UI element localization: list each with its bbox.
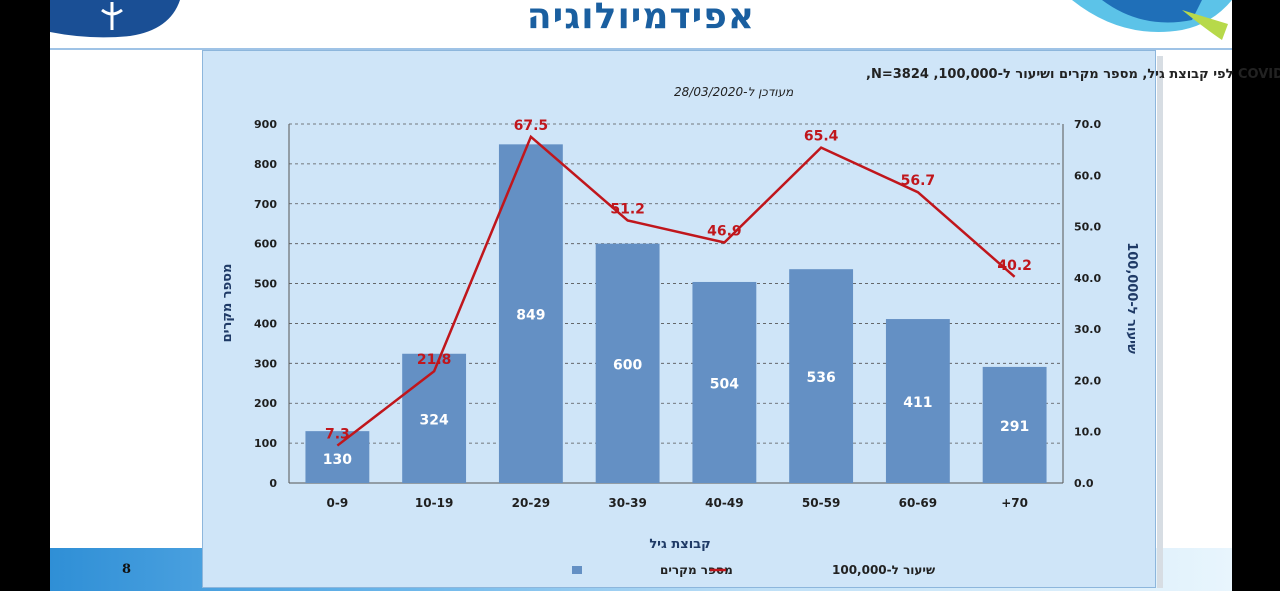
- x-tick-label: 50-59: [802, 496, 840, 510]
- y2-tick-label: 20.0: [1074, 374, 1101, 387]
- legend-line-label: שיעור ל-100,000: [832, 563, 935, 577]
- x-tick-label: 20-29: [512, 496, 550, 510]
- line-series: [336, 134, 1016, 447]
- bar-value-label: 291: [1000, 419, 1029, 435]
- y-tick-label: 100: [254, 437, 277, 450]
- y-tick-label: 400: [254, 317, 277, 330]
- bar-value-label: 504: [710, 376, 739, 392]
- chart-panel: [202, 50, 1156, 588]
- bar: [402, 353, 467, 483]
- y2-tick-label: 30.0: [1074, 323, 1101, 336]
- chart-title: חולים מאומתים ב-COVID-19 לפי קבוצת גיל, …: [866, 67, 1280, 82]
- x-tick-label: 60-69: [899, 496, 937, 510]
- line-value-label: 7.3: [325, 427, 350, 443]
- line-value-label: 40.2: [997, 258, 1032, 274]
- chart-subtitle: מעודכן ל-28/03/2020: [674, 85, 794, 99]
- decorative-swoosh-icon: [1072, 0, 1232, 40]
- bar-value-label: 536: [807, 370, 836, 386]
- y2-tick-label: 0.0: [1074, 477, 1094, 490]
- bar-value-label: 411: [903, 395, 932, 411]
- y-tick-label: 200: [254, 397, 277, 410]
- legend-bar-swatch: [572, 566, 582, 574]
- y-tick-label: 600: [254, 238, 277, 251]
- bar: [692, 281, 757, 483]
- line-value-label: 67.5: [514, 118, 549, 134]
- y-tick-label: 0: [269, 477, 277, 490]
- y-tick-label: 500: [254, 278, 277, 291]
- page-number: 8: [122, 562, 132, 577]
- x-tick-label: 0-9: [327, 496, 349, 510]
- bar-value-label: 600: [613, 357, 642, 373]
- y2-axis-label: שיעור ל-100,000: [1124, 242, 1139, 354]
- line-value-label: 21.8: [417, 352, 452, 368]
- bar: [305, 431, 370, 483]
- bar-labels: 130 324 849 600 504 536 411 291: [323, 308, 1029, 468]
- bar-value-label: 849: [516, 308, 545, 324]
- line-value-label: 65.4: [804, 129, 839, 145]
- y-tick-label: 300: [254, 357, 277, 370]
- bar: [498, 144, 563, 484]
- legend: מספר מקרים שיעור ל-100,000: [572, 563, 935, 577]
- bar-value-label: 324: [420, 412, 449, 428]
- y2-tick-label: 60.0: [1074, 169, 1101, 182]
- y2-tick-label: 40.0: [1074, 272, 1101, 285]
- bar: [789, 269, 854, 483]
- y-axis-label: מספר מקרים: [220, 264, 235, 343]
- bar-series: [305, 144, 1047, 484]
- line-value-label: 56.7: [901, 173, 936, 189]
- x-tick-label: 40-49: [705, 496, 743, 510]
- legend-bar-label: מספר מקרים: [660, 563, 733, 577]
- ministry-logo-icon: [50, 0, 180, 38]
- x-tick-label: 10-19: [415, 496, 453, 510]
- y2-tick-label: 10.0: [1074, 426, 1101, 439]
- bar: [885, 319, 950, 483]
- slide-title: אפידמיולוגיה: [526, 0, 756, 37]
- y-tick-label: 900: [254, 118, 277, 131]
- bar: [595, 243, 660, 483]
- x-tick-label: +70: [1001, 496, 1028, 510]
- y2-tick-label: 50.0: [1074, 221, 1101, 234]
- y-axis-left: 0 100 200 300 400 500 600 700 800 900: [254, 118, 277, 490]
- chart-panel-shadow: [1157, 56, 1163, 588]
- x-axis-label: קבוצת גיל: [649, 537, 710, 552]
- bar: [982, 366, 1047, 483]
- line-value-label: 51.2: [610, 201, 645, 217]
- y-tick-label: 700: [254, 198, 277, 211]
- x-tick-label: 30-39: [608, 496, 646, 510]
- line-value-label: 46.9: [707, 223, 742, 239]
- bar-value-label: 130: [323, 452, 352, 468]
- x-axis: 0-9 10-19 20-29 30-39 40-49 50-59 60-69 +70: [327, 496, 1028, 510]
- line-labels: 7.3 21.8 67.5 51.2 46.9 65.4 56.7 40.2: [325, 118, 1032, 443]
- y2-tick-label: 70.0: [1074, 118, 1101, 131]
- y-axis-right: 0.0 10.0 20.0 30.0 40.0 50.0 60.0 70.0: [1074, 118, 1101, 490]
- rate-line: [336, 134, 1016, 447]
- y-tick-label: 800: [254, 158, 277, 171]
- header-rule: [50, 48, 1232, 50]
